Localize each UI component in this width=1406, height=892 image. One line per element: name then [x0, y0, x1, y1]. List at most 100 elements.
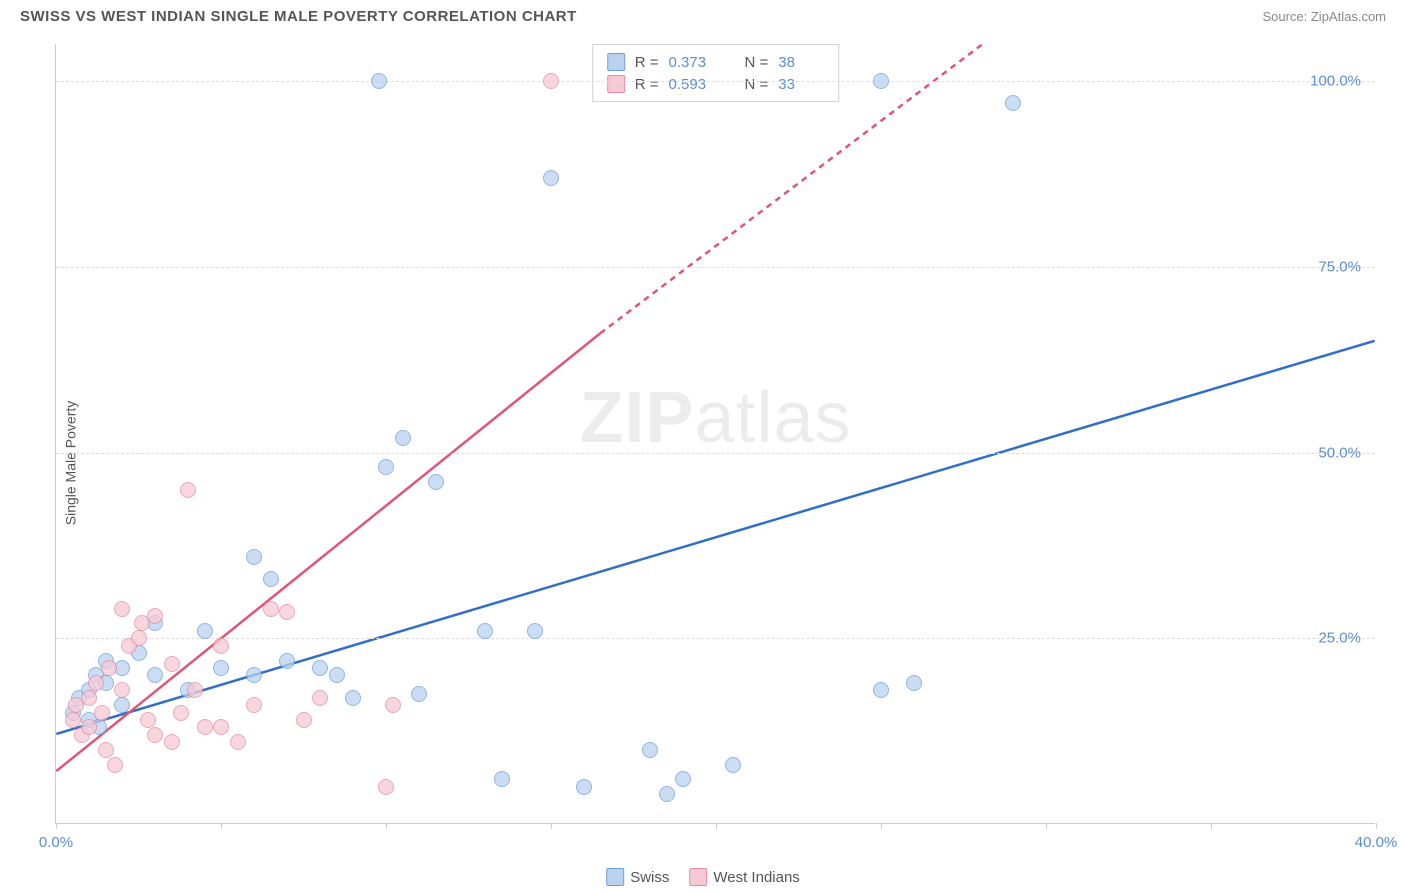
data-point-west_indians: [263, 601, 279, 617]
stat-r-label: R =: [635, 54, 659, 71]
data-point-swiss: [873, 682, 889, 698]
data-point-west_indians: [180, 482, 196, 498]
x-tick: [386, 823, 387, 829]
stat-r-label: R =: [635, 76, 659, 93]
data-point-west_indians: [385, 697, 401, 713]
data-point-west_indians: [164, 734, 180, 750]
data-point-west_indians: [296, 712, 312, 728]
data-point-west_indians: [213, 719, 229, 735]
source-label: Source: ZipAtlas.com: [1262, 9, 1386, 24]
scatter-plot: ZIPatlas R = 0.373 N = 38 R = 0.593 N = …: [55, 44, 1375, 824]
data-point-west_indians: [88, 675, 104, 691]
gridline: [56, 453, 1375, 454]
data-point-west_indians: [65, 712, 81, 728]
data-point-swiss: [725, 757, 741, 773]
x-tick: [1211, 823, 1212, 829]
stat-r-west-indians: 0.593: [669, 76, 715, 93]
data-point-west_indians: [140, 712, 156, 728]
x-tick: [1376, 823, 1377, 829]
x-tick: [881, 823, 882, 829]
data-point-west_indians: [101, 660, 117, 676]
data-point-swiss: [411, 686, 427, 702]
swatch-swiss: [607, 53, 625, 71]
data-point-swiss: [114, 697, 130, 713]
data-point-swiss: [642, 742, 658, 758]
data-point-west_indians: [164, 656, 180, 672]
x-tick-label: 40.0%: [1355, 834, 1398, 851]
data-point-swiss: [378, 459, 394, 475]
data-point-swiss: [659, 786, 675, 802]
data-point-west_indians: [98, 742, 114, 758]
data-point-swiss: [279, 653, 295, 669]
data-point-swiss: [395, 430, 411, 446]
chart-header: SWISS VS WEST INDIAN SINGLE MALE POVERTY…: [0, 0, 1406, 29]
data-point-swiss: [576, 779, 592, 795]
legend-swatch-swiss: [606, 868, 624, 886]
data-point-swiss: [329, 667, 345, 683]
data-point-west_indians: [131, 630, 147, 646]
x-tick: [221, 823, 222, 829]
x-tick: [716, 823, 717, 829]
x-tick-label: 0.0%: [39, 834, 73, 851]
legend-label-swiss: Swiss: [630, 869, 669, 886]
data-point-swiss: [1005, 95, 1021, 111]
data-point-west_indians: [197, 719, 213, 735]
data-point-swiss: [246, 549, 262, 565]
data-point-swiss: [873, 73, 889, 89]
x-tick: [56, 823, 57, 829]
data-point-swiss: [197, 623, 213, 639]
stat-n-label: N =: [745, 76, 769, 93]
data-point-west_indians: [173, 705, 189, 721]
data-point-west_indians: [378, 779, 394, 795]
data-point-west_indians: [114, 601, 130, 617]
y-tick-label: 50.0%: [1318, 444, 1361, 461]
data-point-west_indians: [81, 690, 97, 706]
swatch-west-indians: [607, 75, 625, 93]
y-tick-label: 75.0%: [1318, 258, 1361, 275]
data-point-swiss: [312, 660, 328, 676]
data-point-swiss: [345, 690, 361, 706]
data-point-west_indians: [81, 719, 97, 735]
bottom-legend: Swiss West Indians: [606, 868, 800, 886]
watermark: ZIPatlas: [579, 377, 851, 459]
data-point-swiss: [494, 771, 510, 787]
data-point-west_indians: [187, 682, 203, 698]
data-point-west_indians: [543, 73, 559, 89]
chart-title: SWISS VS WEST INDIAN SINGLE MALE POVERTY…: [20, 8, 577, 25]
stats-row-swiss: R = 0.373 N = 38: [607, 51, 825, 73]
data-point-west_indians: [230, 734, 246, 750]
data-point-west_indians: [107, 757, 123, 773]
data-point-swiss: [147, 667, 163, 683]
chart-container: Single Male Poverty ZIPatlas R = 0.373 N…: [0, 34, 1406, 892]
data-point-swiss: [428, 474, 444, 490]
y-tick-label: 25.0%: [1318, 630, 1361, 647]
data-point-swiss: [675, 771, 691, 787]
data-point-west_indians: [312, 690, 328, 706]
data-point-west_indians: [147, 608, 163, 624]
gridline: [56, 267, 1375, 268]
data-point-swiss: [543, 170, 559, 186]
data-point-west_indians: [246, 697, 262, 713]
stat-n-west-indians: 33: [778, 76, 824, 93]
stats-row-west-indians: R = 0.593 N = 33: [607, 73, 825, 95]
data-point-west_indians: [94, 705, 110, 721]
data-point-west_indians: [213, 638, 229, 654]
data-point-swiss: [213, 660, 229, 676]
stat-n-label: N =: [745, 54, 769, 71]
legend-swatch-west-indians: [689, 868, 707, 886]
legend-item-swiss: Swiss: [606, 868, 669, 886]
data-point-swiss: [477, 623, 493, 639]
data-point-swiss: [371, 73, 387, 89]
legend-item-west-indians: West Indians: [689, 868, 799, 886]
data-point-west_indians: [114, 682, 130, 698]
stat-n-swiss: 38: [778, 54, 824, 71]
data-point-swiss: [246, 667, 262, 683]
stats-legend-box: R = 0.373 N = 38 R = 0.593 N = 33: [592, 44, 840, 102]
data-point-swiss: [527, 623, 543, 639]
data-point-swiss: [263, 571, 279, 587]
data-point-west_indians: [279, 604, 295, 620]
gridline: [56, 638, 1375, 639]
legend-label-west-indians: West Indians: [713, 869, 799, 886]
stat-r-swiss: 0.373: [669, 54, 715, 71]
x-tick: [551, 823, 552, 829]
